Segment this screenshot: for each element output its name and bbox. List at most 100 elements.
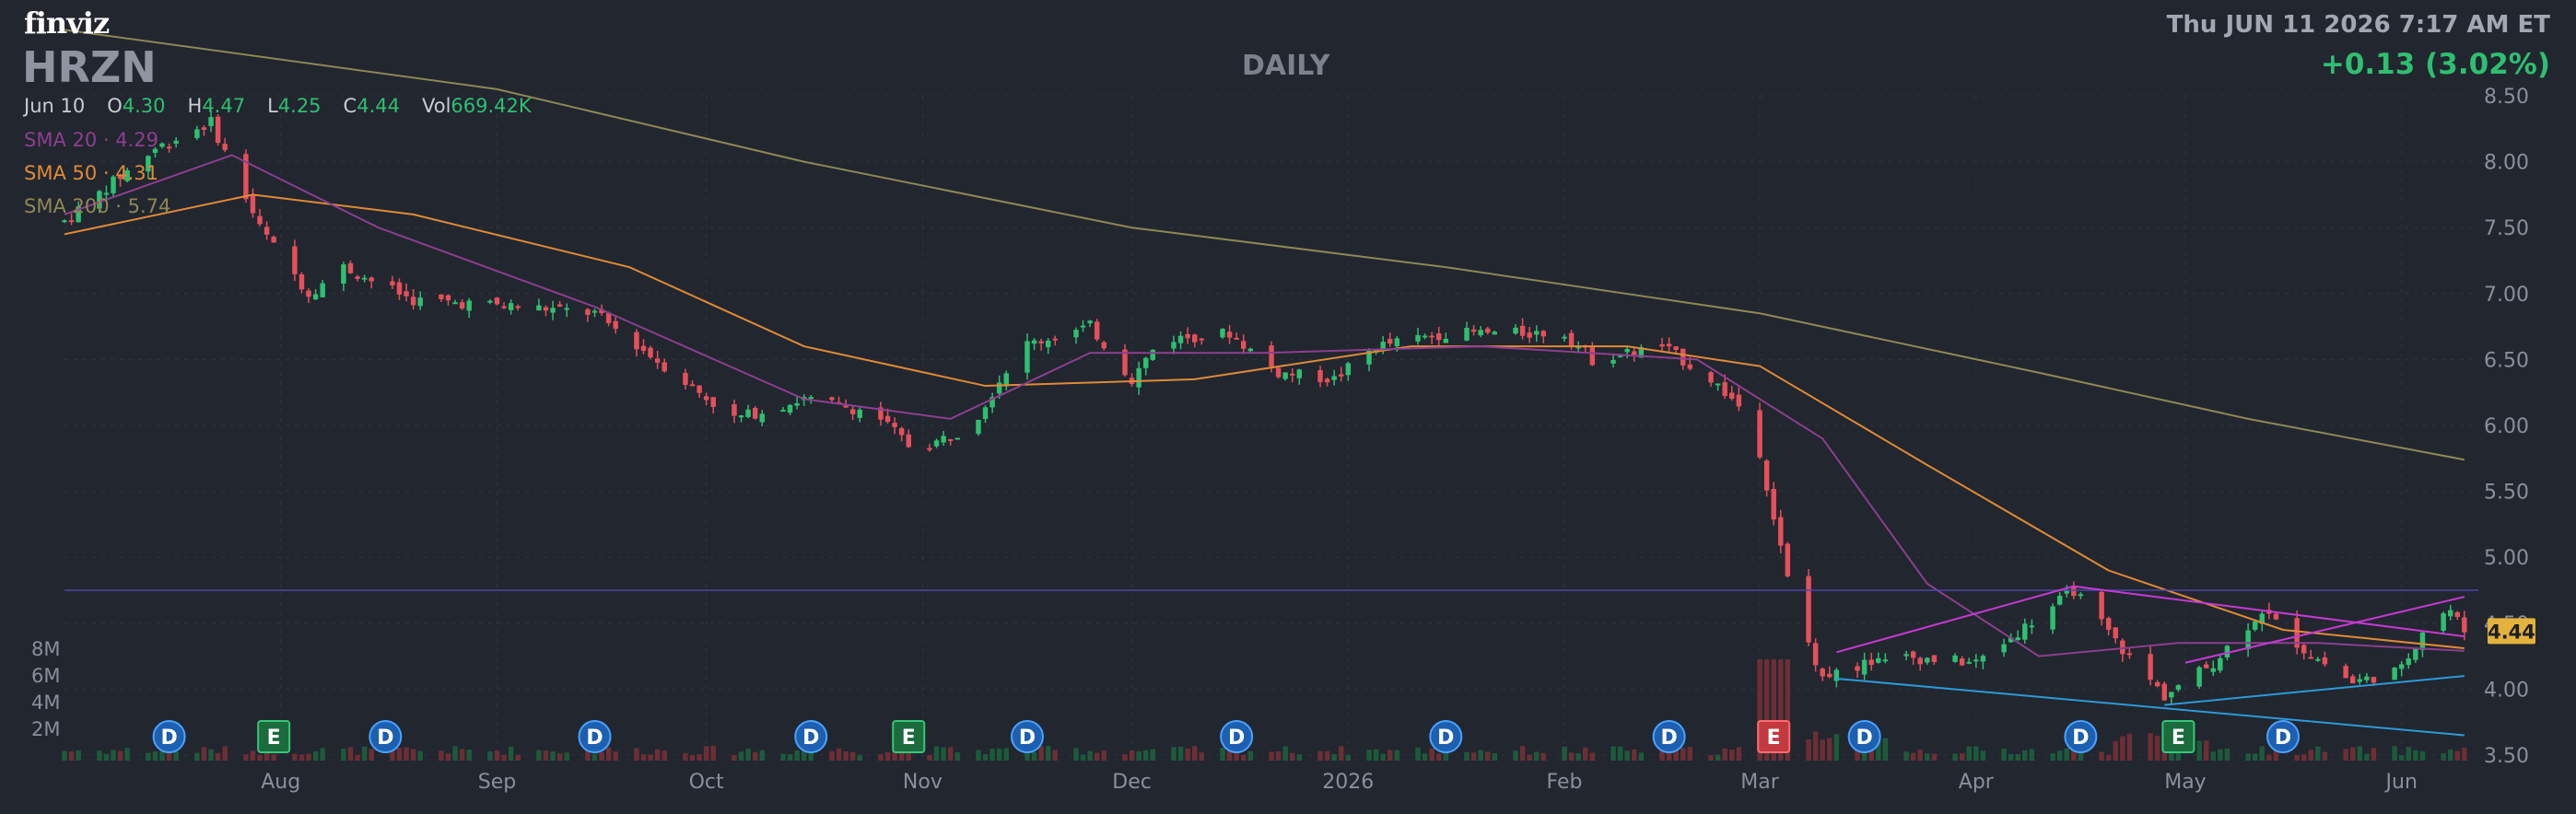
sma200-legend[interactable]: SMA 200 · 5.74 [24, 195, 171, 217]
volume-bar [2259, 746, 2265, 761]
event-label: D [160, 727, 177, 750]
volume-bar [1659, 746, 1665, 761]
dividend-marker [1652, 720, 1686, 753]
volume-bar [843, 751, 849, 761]
x-tick-label: Dec [1112, 771, 1152, 794]
volume-bars [62, 659, 2467, 761]
candle-body [1589, 346, 1596, 366]
finviz-logo[interactable]: finviz [24, 6, 110, 41]
candle-body [710, 397, 716, 407]
volume-bar [201, 747, 207, 761]
volume-bar [996, 748, 1002, 761]
candle-body [243, 154, 249, 200]
candle-body [306, 290, 311, 297]
candle-body [2364, 676, 2370, 680]
volume-bar [312, 750, 319, 761]
candle-body [976, 419, 981, 435]
volume-bar [2008, 753, 2014, 761]
volume-bar [341, 748, 346, 761]
sma200-line [64, 29, 2465, 461]
dividend-marker [1220, 720, 1254, 753]
candle-body [1855, 666, 1860, 671]
candle-body [1903, 654, 1909, 657]
candle-body [1470, 329, 1477, 332]
volume-bar [103, 753, 110, 761]
candle-body [2441, 613, 2446, 631]
volume-bar [2120, 736, 2125, 761]
low-value: L4.25 [267, 95, 322, 117]
candle-body [1925, 657, 1930, 663]
candle-body [1275, 367, 1282, 378]
sma50-legend[interactable]: SMA 50 · 4.31 [24, 162, 159, 184]
candle-body [417, 297, 423, 307]
candle-body [662, 362, 667, 372]
y-tick-label: 8.50 [2484, 86, 2529, 109]
candle-body [605, 312, 612, 323]
candle-body [2259, 613, 2265, 624]
volume-bar [941, 747, 946, 761]
candle-body [494, 297, 500, 305]
volume-bar [494, 750, 500, 761]
sma20-legend[interactable]: SMA 20 · 4.29 [24, 129, 159, 151]
candle-body [292, 246, 298, 274]
candle-body [1624, 349, 1630, 353]
candle-body [124, 169, 130, 181]
candle-body [1568, 332, 1575, 346]
volume-bar [1519, 746, 1526, 761]
candle-body [1122, 349, 1128, 376]
candle-body [1338, 374, 1344, 377]
earnings-marker [1757, 720, 1791, 753]
candle-body [1003, 373, 1009, 387]
timeframe-label: DAILY [1242, 50, 1330, 82]
candle-body [1038, 341, 1044, 343]
volume-bar [780, 753, 786, 761]
volume-bar [1045, 746, 1051, 761]
candle-body [2349, 676, 2356, 684]
candle-body [2301, 645, 2307, 654]
y-tick-label: 5.50 [2484, 482, 2529, 505]
x-tick-label: Aug [261, 771, 300, 794]
candle-body [320, 283, 325, 297]
candle-body [222, 144, 228, 150]
volume-bar [829, 750, 835, 761]
candle-body [564, 308, 569, 310]
candle-body [1142, 357, 1149, 368]
sma50-line [64, 193, 2465, 650]
candle-body [703, 396, 709, 401]
candle-body [654, 358, 661, 363]
candle-body [1366, 351, 1372, 365]
ticker-symbol: HRZN [22, 42, 157, 92]
candle-body [390, 281, 395, 285]
candle-body [208, 117, 214, 126]
volume-bar [2357, 746, 2362, 761]
volume-bar [683, 752, 688, 761]
volume-bar [166, 749, 172, 761]
candle-body [341, 264, 346, 285]
candle-body [439, 294, 444, 299]
volume-bar [2462, 747, 2467, 761]
candle-body [1136, 367, 1142, 388]
volume-bar [1470, 752, 1477, 761]
candle-body [68, 220, 75, 223]
volume-bar [1708, 754, 1714, 761]
candle-body [1868, 659, 1874, 666]
volume-bar [1094, 752, 1100, 761]
volume-bar [808, 750, 814, 761]
candle-body [1150, 349, 1155, 360]
candle-body [683, 372, 688, 386]
candle-body [2462, 617, 2467, 633]
dividend-marker [578, 720, 612, 753]
volume-bar [369, 749, 374, 761]
volume-bar [1757, 659, 1762, 761]
price-change: +0.13 (3.02%) [2320, 48, 2550, 81]
x-tick-label: Nov [903, 771, 943, 794]
candle-body [780, 410, 786, 413]
candle-body [941, 436, 946, 443]
x-tick-label: 2026 [1322, 771, 1374, 794]
volume-bar [1820, 739, 1825, 761]
volume-bar [898, 750, 905, 761]
volume-bar [466, 750, 472, 761]
volume-bar [508, 746, 514, 761]
volume-bar [355, 754, 360, 761]
